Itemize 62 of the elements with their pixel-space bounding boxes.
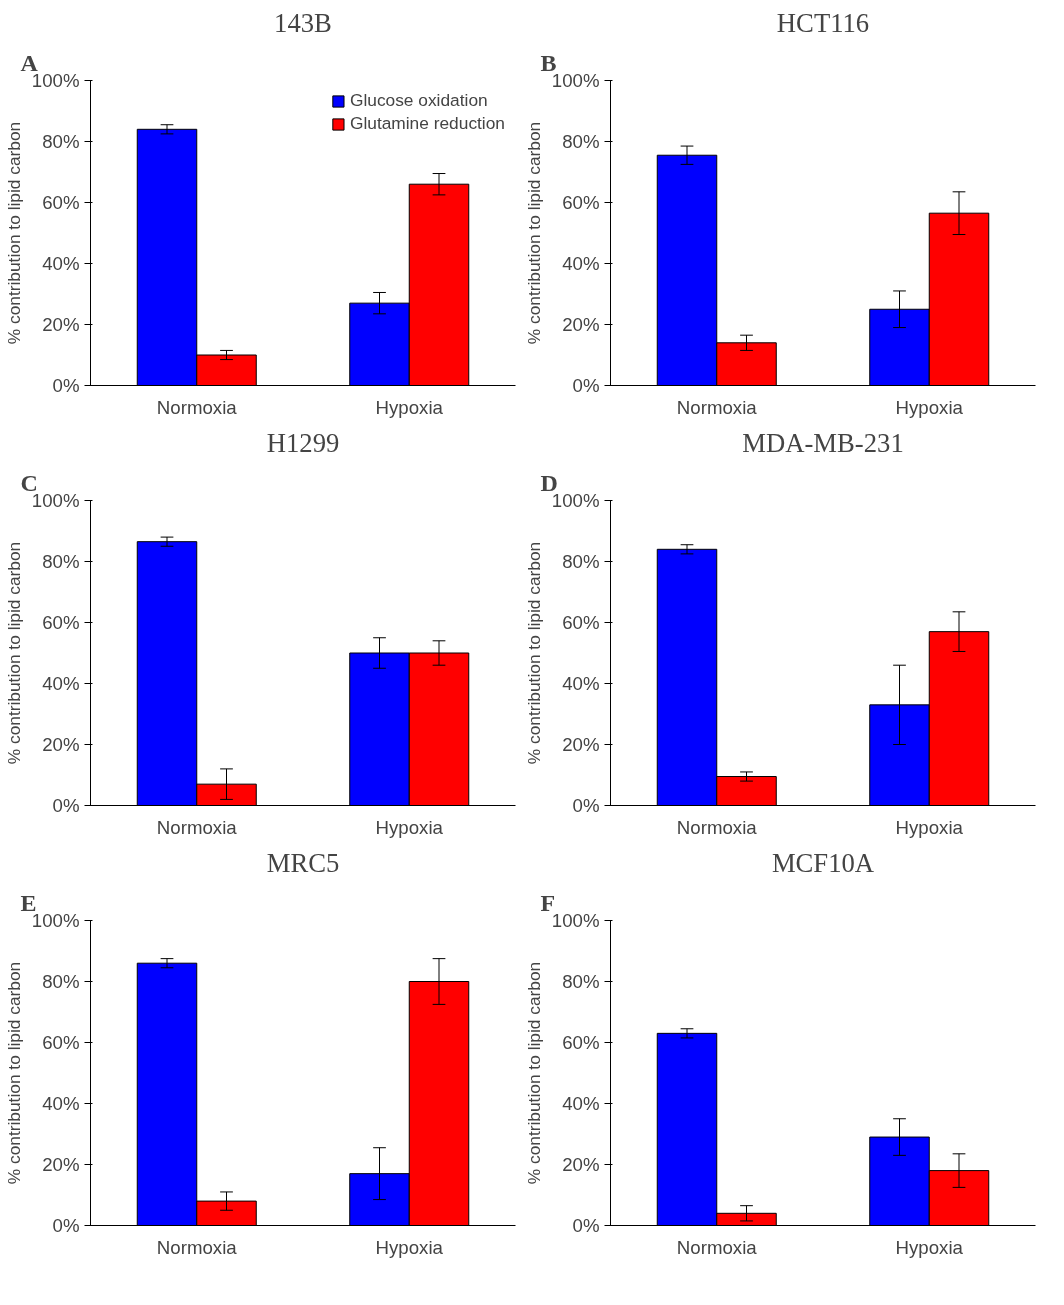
- y-axis-title: % contribution to lipid carbon: [3, 961, 24, 1185]
- y-axis-title: % contribution to lipid carbon: [3, 121, 24, 345]
- y-tick-label: 40%: [42, 673, 80, 694]
- y-tick-label: 100%: [551, 490, 600, 511]
- x-tick-label: Hypoxia: [375, 1236, 444, 1258]
- y-tick-label: 60%: [562, 192, 600, 213]
- chart-title: MDA-MB-231: [742, 427, 904, 458]
- y-tick-label: 40%: [42, 253, 80, 274]
- y-tick-label: 20%: [562, 314, 600, 335]
- chart-title: MRC5: [266, 847, 340, 878]
- x-tick-label: Normoxia: [676, 816, 758, 838]
- y-tick-label: 60%: [42, 612, 80, 633]
- y-tick-label: 80%: [562, 971, 600, 992]
- y-tick-label: 0%: [572, 375, 600, 396]
- y-tick-label: 100%: [31, 490, 80, 511]
- x-tick-label: Hypoxia: [895, 816, 964, 838]
- y-tick-label: 60%: [562, 612, 600, 633]
- x-tick-label: Normoxia: [676, 1236, 758, 1258]
- legend-label: Glucose oxidation: [349, 90, 488, 111]
- y-tick-label: 100%: [551, 910, 600, 931]
- y-tick-label: 80%: [562, 131, 600, 152]
- y-tick-label: 0%: [52, 795, 80, 816]
- y-tick-label: 100%: [31, 910, 80, 931]
- y-tick-label: 100%: [31, 70, 80, 91]
- y-tick-label: 20%: [42, 1154, 80, 1175]
- y-tick-label: 100%: [551, 70, 600, 91]
- y-tick-label: 0%: [572, 1215, 600, 1236]
- x-tick-label: Hypoxia: [895, 396, 964, 418]
- y-tick-label: 20%: [562, 734, 600, 755]
- y-tick-label: 40%: [562, 253, 600, 274]
- x-tick-label: Normoxia: [156, 396, 238, 418]
- legend-label: Glutamine reduction: [349, 113, 505, 134]
- y-tick-label: 60%: [42, 1032, 80, 1053]
- y-axis-title: % contribution to lipid carbon: [3, 541, 24, 765]
- y-tick-label: 40%: [562, 1093, 600, 1114]
- y-tick-label: 20%: [42, 314, 80, 335]
- x-tick-label: Normoxia: [156, 1236, 238, 1258]
- chart-title: H1299: [266, 427, 340, 458]
- x-tick-label: Hypoxia: [375, 816, 444, 838]
- x-tick-label: Normoxia: [676, 396, 758, 418]
- y-axis-title: % contribution to lipid carbon: [523, 541, 544, 765]
- x-tick-label: Hypoxia: [895, 1236, 964, 1258]
- y-tick-label: 60%: [42, 192, 80, 213]
- y-tick-label: 40%: [42, 1093, 80, 1114]
- chart-title: MCF10A: [771, 847, 875, 878]
- x-tick-label: Normoxia: [156, 816, 238, 838]
- y-tick-label: 40%: [562, 673, 600, 694]
- y-tick-label: 80%: [562, 551, 600, 572]
- y-axis-title: % contribution to lipid carbon: [523, 121, 544, 345]
- chart-title: HCT116: [776, 7, 870, 38]
- y-axis-title: % contribution to lipid carbon: [523, 961, 544, 1185]
- y-tick-label: 80%: [42, 551, 80, 572]
- y-tick-label: 60%: [562, 1032, 600, 1053]
- y-tick-label: 0%: [572, 795, 600, 816]
- y-tick-label: 0%: [52, 1215, 80, 1236]
- x-tick-label: Hypoxia: [375, 396, 444, 418]
- y-tick-label: 80%: [42, 971, 80, 992]
- y-tick-label: 80%: [42, 131, 80, 152]
- y-tick-label: 20%: [562, 1154, 600, 1175]
- chart-title: 143B: [274, 7, 332, 38]
- y-tick-label: 0%: [52, 375, 80, 396]
- y-tick-label: 20%: [42, 734, 80, 755]
